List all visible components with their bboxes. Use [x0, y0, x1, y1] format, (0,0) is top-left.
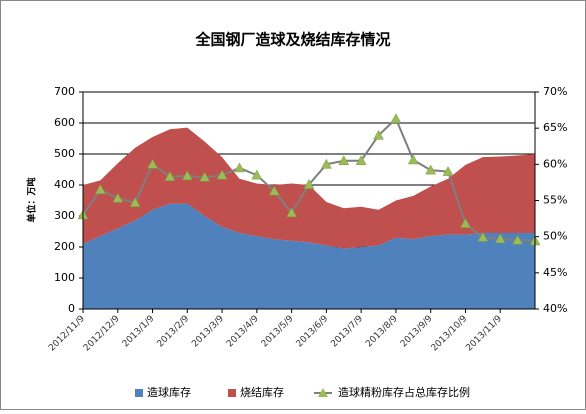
- chart-title: 全国钢厂造球及烧结库存情况: [194, 31, 390, 49]
- marker: [94, 184, 106, 194]
- y-tick-label: 100: [54, 271, 75, 284]
- legend-swatch: [135, 389, 143, 397]
- y2-tick-label: 70%: [543, 85, 567, 98]
- area: [83, 203, 535, 309]
- marker: [268, 185, 280, 196]
- marker: [494, 233, 506, 244]
- marker: [181, 170, 193, 181]
- legend-label: 造球库存: [147, 385, 191, 399]
- marker: [216, 169, 228, 180]
- legend-swatch: [228, 389, 236, 397]
- y-tick-label: 700: [54, 85, 75, 98]
- marker: [251, 169, 263, 180]
- marker: [320, 158, 332, 169]
- legend-label: 烧结库存: [240, 385, 284, 399]
- marker: [512, 234, 524, 245]
- marker: [338, 155, 350, 165]
- legend-label: 造球精粉库存占总库存比例: [338, 385, 470, 399]
- marker: [373, 129, 384, 140]
- y2-tick-label: 60%: [543, 157, 567, 170]
- marker: [164, 171, 176, 181]
- y2-tick-label: 55%: [543, 194, 567, 207]
- y2-tick-label: 50%: [543, 230, 567, 243]
- y-tick-label: 500: [54, 147, 75, 160]
- marker: [199, 171, 211, 182]
- legend-marker: [318, 388, 328, 397]
- y2-tick-label: 40%: [543, 302, 567, 315]
- y-tick-label: 400: [54, 178, 75, 191]
- marker: [303, 179, 315, 189]
- marker: [390, 113, 402, 124]
- y2-tick-label: 45%: [543, 266, 567, 279]
- marker: [477, 231, 489, 242]
- y-tick-label: 300: [54, 209, 75, 222]
- marker: [442, 166, 454, 176]
- marker: [286, 207, 298, 218]
- plot-border: [82, 91, 536, 310]
- marker: [460, 218, 471, 228]
- marker: [129, 197, 141, 207]
- marker: [112, 192, 124, 203]
- y-axis-label: 单位：万吨: [26, 177, 38, 222]
- marker: [355, 155, 367, 165]
- y2-tick-label: 65%: [543, 121, 567, 134]
- marker: [425, 164, 437, 175]
- marker: [147, 158, 158, 169]
- y-tick-label: 200: [54, 240, 75, 253]
- y-tick-label: 0: [68, 302, 75, 315]
- marker: [407, 154, 419, 165]
- marker: [234, 162, 245, 173]
- y-tick-label: 600: [54, 116, 75, 129]
